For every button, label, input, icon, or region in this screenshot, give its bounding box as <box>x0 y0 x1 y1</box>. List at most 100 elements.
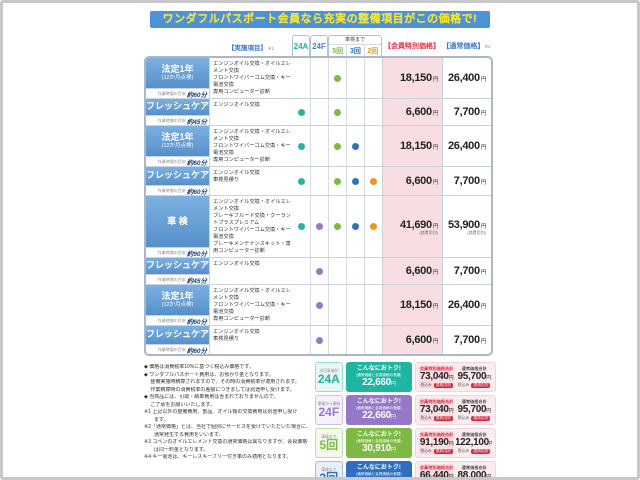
note-line: 作業精算時の消費税率の差額につきましては別途申し受けます。 <box>144 386 295 393</box>
normal-total-label: 通常価格合計 <box>461 365 487 371</box>
work-time-value: 約60分 <box>186 159 207 167</box>
normal-total-label: 通常価格合計 <box>461 398 487 404</box>
yen-suffix: 円 <box>480 223 487 230</box>
table-row: フレッシュケア 作業時間の目安 約45分 エンジンオイル交換 6,600円 7,… <box>146 98 491 126</box>
plan-24a-dot-cell <box>292 58 310 98</box>
work-time-prefix: 作業時間の目安 <box>157 346 186 352</box>
work-time: 作業時間の目安 約60分 <box>146 344 209 355</box>
included-dot <box>316 301 323 309</box>
plan-label-box: 車検まで 3回 <box>314 461 343 480</box>
yen-suffix: 円 <box>390 447 396 454</box>
service-name: 法定1年 <box>161 132 194 143</box>
plan-label-box: 車検まで 5回 <box>314 428 343 459</box>
plan-2times-dot-cell <box>364 326 382 355</box>
plan-2times-dot-cell <box>364 285 382 326</box>
member-price-cell: 6,600円 <box>382 167 442 196</box>
included-dot <box>334 177 341 185</box>
yen-suffix: 円 <box>480 77 487 84</box>
plan-code: 3回 <box>319 470 339 480</box>
description-line: フロントワイパーゴム交換・キー電池交換 <box>213 302 291 316</box>
plan-5times-dot-cell <box>328 58 346 99</box>
plan-24a-dot-cell <box>292 285 310 325</box>
plan-3times-dot-cell <box>346 285 364 326</box>
service-description: エンジンオイル交換 車検見積り <box>210 326 292 354</box>
totals-box: 会員特別価格合計 73,040円 税込み 諸費用別 通常価格合計 95,700円 … <box>414 395 496 426</box>
summary-row: 車検から開始 24F こんなにおトク! (通常価格と会員価格の差額) 22,66… <box>314 395 496 426</box>
description-line: エンジンオイル交換・オイルエレメント交換 <box>213 288 291 302</box>
totals-box: 会員特別価格合計 91,190円 税込み 諸費用別 通常価格合計 122,100円… <box>414 428 496 459</box>
service-name-box: フレッシュケア <box>146 326 209 345</box>
plan-5times-dot-cell <box>328 196 346 258</box>
member-price: 6,600 <box>405 106 432 119</box>
description-line: 車検見積り <box>213 177 239 184</box>
service-name: フレッシュケア <box>146 170 210 181</box>
member-total: 会員特別価格合計 73,040円 税込み 諸費用別 <box>418 365 455 390</box>
normal-price-cell: 7,700円 <box>442 258 490 285</box>
yen-suffix: 円 <box>432 270 439 277</box>
plan-24a-dot-cell <box>292 126 310 166</box>
discount-box: こんなにおトク! (通常価格と会員価格の差額) 22,660円 <box>345 395 412 426</box>
table-row: 法定1年 (12か月点検) 作業時間の目安 約60分 エンジンオイル交換・オイル… <box>146 58 491 99</box>
plan-5times-dot-cell <box>328 167 346 196</box>
fees-excluded-badge: 諸費用別 <box>433 415 453 422</box>
column-header-5times: 5回 <box>332 47 344 55</box>
note-line: ご了承をお願いいたします。 <box>144 401 215 408</box>
member-price: 6,600 <box>405 334 432 347</box>
normal-total-price: 122,100 <box>456 437 489 449</box>
included-dot <box>316 336 323 344</box>
member-price: 18,150 <box>399 299 432 312</box>
member-total: 会員特別価格合計 91,190円 税込み 諸費用別 <box>418 431 455 456</box>
member-price-cell: 6,600円 <box>382 326 442 355</box>
yen-suffix: 円 <box>486 375 491 382</box>
work-time: 作業時間の目安 約60分 <box>146 315 209 326</box>
yen-suffix: 円 <box>432 111 439 118</box>
description-line: フロントワイパーゴム交換・キー電池交換 <box>213 75 291 89</box>
work-time-prefix: 作業時間の目安 <box>157 317 186 323</box>
table-row: フレッシュケア 作業時間の目安 約45分 エンジンオイル交換 6,600円 7,… <box>146 257 491 285</box>
member-total-price: 66,440 <box>419 470 449 480</box>
service-name-box: フレッシュケア <box>146 258 210 275</box>
work-time-prefix: 作業時間の目安 <box>157 117 186 123</box>
description-line: フロントワイパーゴム交換・キー電池交換 <box>213 143 291 157</box>
plan-3times-dot-cell <box>346 58 364 99</box>
work-time-value: 約60分 <box>186 188 207 196</box>
service-name-box: フレッシュケア <box>146 99 209 116</box>
normal-price-cell: 26,400円 <box>442 58 490 99</box>
member-total-label: 会員特別価格合計 <box>419 365 454 371</box>
service-description: エンジンオイル交換 <box>210 99 292 125</box>
header-note-1: ※1 <box>267 46 275 51</box>
discount-amount: 30,910 <box>362 443 391 455</box>
plan-5times-dot-cell <box>328 99 346 126</box>
work-time-value: 約60分 <box>186 347 207 355</box>
discount-amount: 21,560 <box>362 476 391 480</box>
service-name: フレッシュケア <box>146 260 210 271</box>
description-line: ブレーキフルード交換・クーラントプラスプレミアム <box>213 213 291 227</box>
plan-24f-dot-cell <box>310 99 328 126</box>
member-price-cell: 6,600円 <box>382 258 442 285</box>
member-total-label: 会員特別価格合計 <box>419 398 454 404</box>
plan-3times-dot-cell <box>346 258 364 285</box>
yen-suffix: 円 <box>448 375 454 382</box>
note-line: ◆ 価格は消費税率10%に基づく税込み価格です。 <box>144 364 254 371</box>
plan-24f-dot-cell <box>310 126 328 167</box>
normal-price-cell: 26,400円 <box>442 126 490 167</box>
tax-included-label: 税込み <box>457 416 470 421</box>
yen-suffix: 円 <box>390 381 396 388</box>
description-line: エンジンオイル交換 <box>213 170 260 177</box>
bottom-section: ◆ 価格は消費税率10%に基づく税込み価格です。 ◆ ワンダフルパスポート費用は… <box>144 362 496 480</box>
note-line: ます。 <box>144 416 169 423</box>
service-subtitle: (12か月点検) <box>161 74 194 81</box>
normal-price: 26,400 <box>447 72 480 85</box>
table-header: 【実施項目】※1 24A 24F 車検まで 5回 3回 2回 【会員特別価格】 … <box>144 35 496 56</box>
discount-amount: 22,660 <box>362 410 391 422</box>
yen-suffix: 円 <box>390 414 396 421</box>
plan-5times-dot-cell <box>328 258 346 285</box>
plan-caption: 車検から開始 <box>317 401 341 406</box>
fees-excluded-badge: 諸費用別 <box>433 448 453 455</box>
plan-24a-dot-cell <box>292 99 310 125</box>
member-price-cell: 18,150円 <box>382 285 442 326</box>
work-time-prefix: 作業時間の目安 <box>157 276 186 282</box>
service-name-box: 法定1年 (12か月点検) <box>146 58 209 89</box>
normal-price-cell: 26,400円 <box>442 285 490 326</box>
member-total-label: 会員特別価格合計 <box>419 431 454 437</box>
